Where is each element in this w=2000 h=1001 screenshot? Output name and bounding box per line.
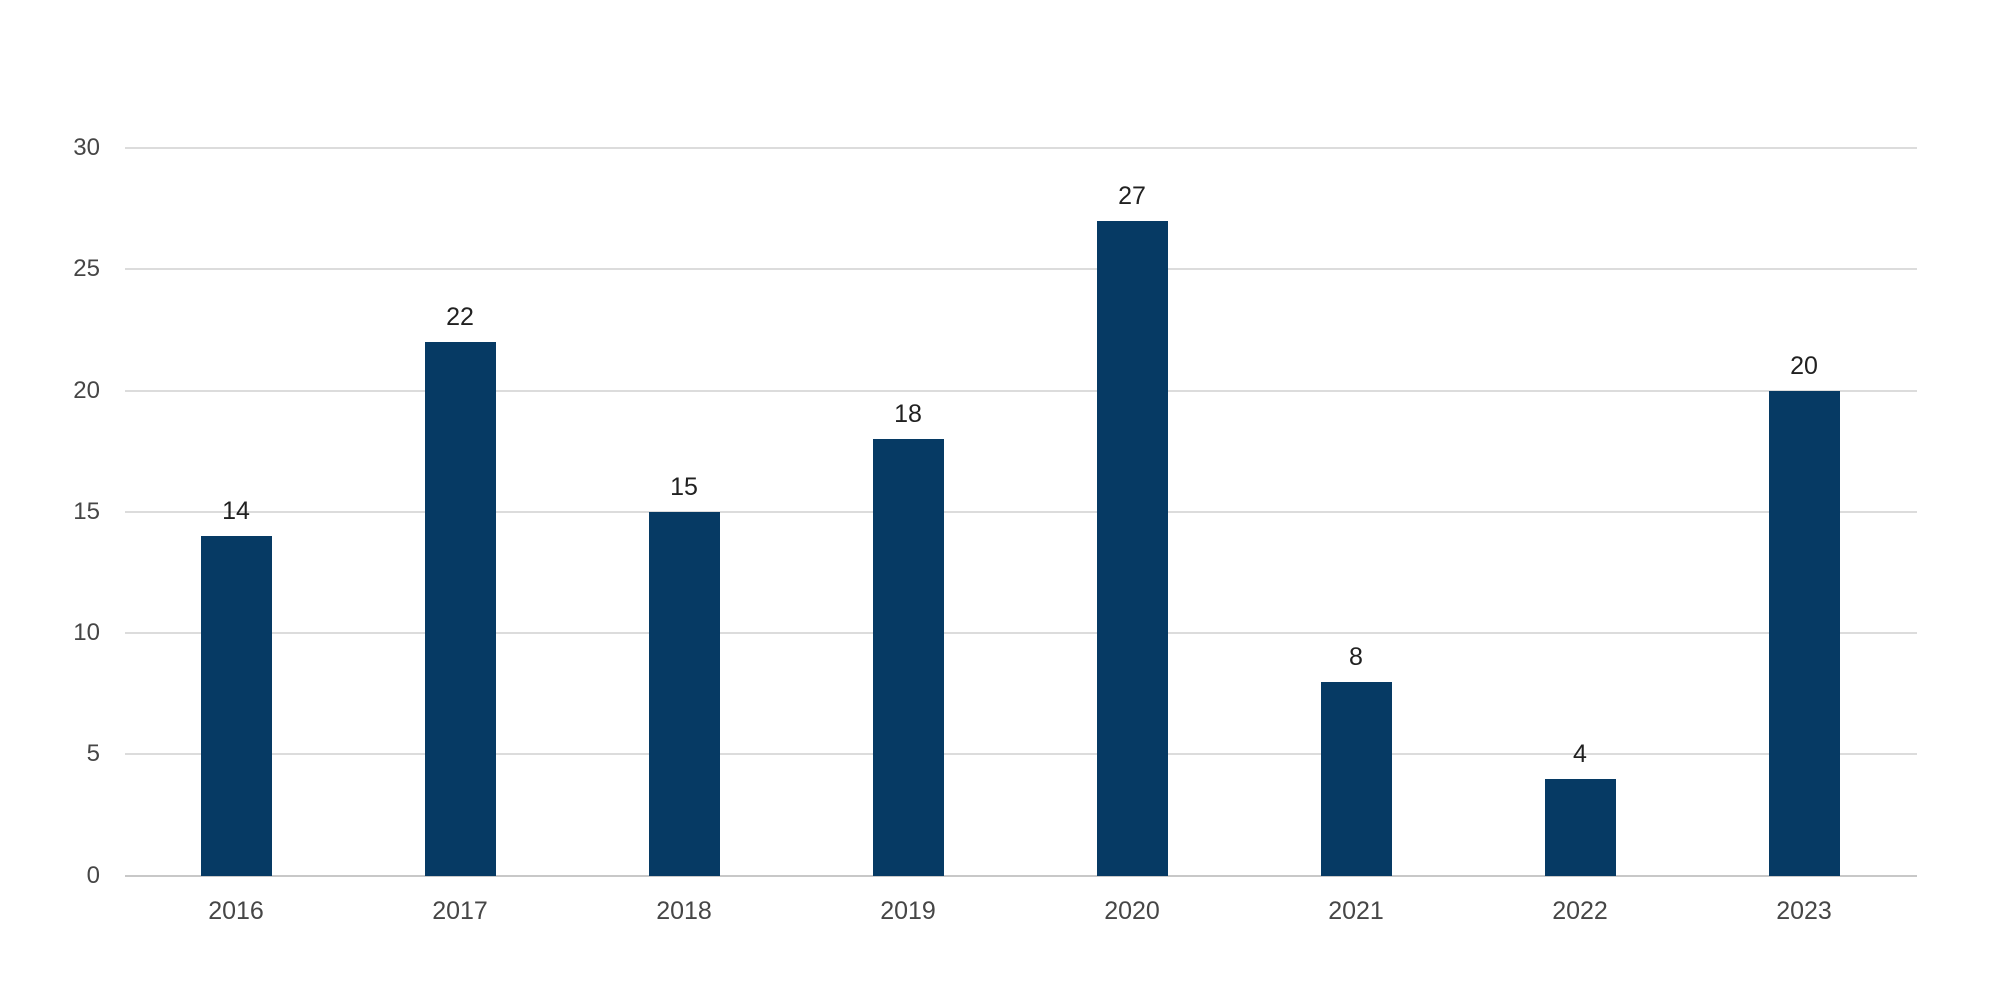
bar-value-label: 20 bbox=[1790, 351, 1818, 380]
y-gridline bbox=[125, 510, 1917, 513]
y-gridline bbox=[125, 753, 1917, 756]
bar-2020 bbox=[1096, 220, 1168, 876]
y-tick-label: 15 bbox=[73, 497, 100, 525]
bar-value-label: 8 bbox=[1349, 642, 1363, 671]
y-gridline bbox=[125, 268, 1917, 271]
bar-2016 bbox=[200, 536, 272, 876]
bar-2021 bbox=[1320, 681, 1392, 876]
y-tick-label: 25 bbox=[73, 255, 100, 283]
x-tick-label: 2016 bbox=[208, 897, 264, 925]
y-gridline bbox=[125, 389, 1917, 392]
x-tick-label: 2017 bbox=[432, 897, 488, 925]
bar-value-label: 4 bbox=[1573, 739, 1587, 768]
x-tick-label: 2018 bbox=[656, 897, 712, 925]
bar-2022 bbox=[1544, 778, 1616, 876]
x-tick-label: 2019 bbox=[880, 897, 936, 925]
x-tick-label: 2020 bbox=[1104, 897, 1160, 925]
bar-value-label: 15 bbox=[670, 472, 698, 501]
x-axis-baseline bbox=[125, 874, 1917, 877]
x-tick-label: 2023 bbox=[1776, 897, 1832, 925]
bar-2018 bbox=[648, 511, 720, 876]
bar-value-label: 27 bbox=[1118, 181, 1146, 210]
bar-2019 bbox=[872, 439, 944, 876]
y-gridline bbox=[125, 632, 1917, 634]
y-tick-label: 20 bbox=[73, 376, 100, 404]
x-tick-label: 2021 bbox=[1328, 897, 1384, 925]
bar-value-label: 22 bbox=[446, 303, 474, 331]
y-tick-label: 0 bbox=[86, 861, 100, 889]
bar-2017 bbox=[424, 342, 496, 876]
y-tick-label: 5 bbox=[86, 740, 100, 768]
y-tick-label: 30 bbox=[73, 134, 100, 161]
x-tick-label: 2022 bbox=[1552, 897, 1608, 925]
bar-2023 bbox=[1768, 390, 1840, 876]
y-tick-label: 10 bbox=[73, 619, 100, 646]
bar-value-label: 14 bbox=[222, 497, 250, 525]
bar-value-label: 18 bbox=[894, 400, 922, 428]
y-gridline bbox=[125, 147, 1917, 149]
